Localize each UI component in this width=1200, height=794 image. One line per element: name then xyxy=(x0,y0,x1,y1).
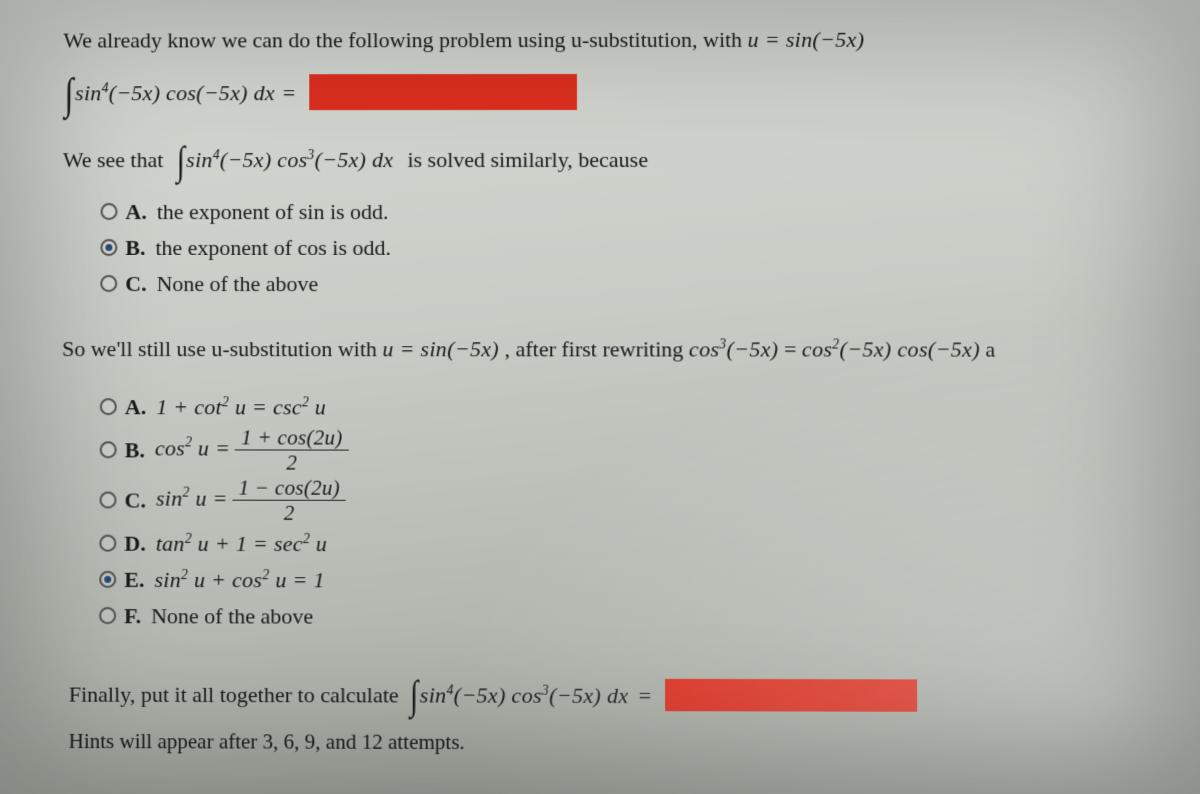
q2-a-letter: A. xyxy=(125,391,146,422)
equals-final: = xyxy=(639,679,652,711)
q2-b-num: 1 + cos(2u) xyxy=(238,427,346,450)
middle-lead: So we'll still use u-substitution with xyxy=(62,336,382,361)
q2-b-letter: B. xyxy=(125,434,145,465)
radio-icon[interactable] xyxy=(100,398,117,415)
intro-u-eq: u = sin(−5x) xyxy=(748,27,865,52)
answer-blank-2[interactable] xyxy=(665,679,917,712)
q2-d-letter: D. xyxy=(124,528,145,559)
final-integrand: sin4(−5x) cos3(−5x) dx xyxy=(420,679,629,711)
q1-a-text: the exponent of sin is odd. xyxy=(157,196,389,227)
see-that-integrand: sin4(−5x) cos3(−5x) dx xyxy=(186,145,393,176)
q2-c-letter: C. xyxy=(124,485,145,516)
q1-b-letter: B. xyxy=(125,232,145,263)
middle-u-eq: u = sin(−5x) xyxy=(382,336,499,361)
rewriting-line: So we'll still use u-substitution with u… xyxy=(62,333,1200,365)
radio-icon[interactable] xyxy=(100,442,117,459)
see-that-lead: We see that xyxy=(63,145,164,176)
integral-sign-icon: ∫ xyxy=(177,133,185,190)
q2-option-c[interactable]: C. sin2 u = 1 − cos(2u) 2 xyxy=(99,476,1200,526)
q1-option-b[interactable]: B. the exponent of cos is odd. xyxy=(100,231,1200,265)
radio-icon[interactable] xyxy=(100,239,117,256)
q2-e-math: sin2 u + cos2 u = 1 xyxy=(154,564,324,596)
intro-line: We already know we can do the following … xyxy=(63,23,1200,55)
q1-option-a[interactable]: A. the exponent of sin is odd. xyxy=(100,194,1200,228)
q1-c-text: None of the above xyxy=(156,268,318,299)
hints-line: Hints will appear after 3, 6, 9, and 12 … xyxy=(69,726,1200,759)
integral-1: ∫ sin4(−5x) cos(−5x) dx = xyxy=(63,61,1200,124)
q2-f-text: None of the above xyxy=(151,600,313,632)
q1-b-text: the exponent of cos is odd. xyxy=(155,232,391,263)
radio-icon[interactable] xyxy=(99,535,116,552)
q2-b-math: cos2 u = 1 + cos(2u) 2 xyxy=(155,426,348,474)
equals-1: = xyxy=(283,77,295,108)
q2-c-math: sin2 u = 1 − cos(2u) 2 xyxy=(156,477,345,525)
hints-text: Hints will appear after 3, 6, 9, and 12 … xyxy=(69,728,465,753)
middle-eq: = xyxy=(784,336,802,361)
q2-option-b[interactable]: B. cos2 u = 1 + cos(2u) 2 xyxy=(100,426,1200,476)
q2-options: A. 1 + cot2 u = csc2 u B. cos2 u = 1 + c… xyxy=(99,390,1200,635)
q2-option-e[interactable]: E. sin2 u + cos2 u = 1 xyxy=(99,563,1200,599)
q2-option-d[interactable]: D. tan2 u + 1 = sec2 u xyxy=(99,526,1200,562)
q2-a-math: 1 + cot2 u = csc2 u xyxy=(156,391,326,422)
radio-icon[interactable] xyxy=(99,492,116,509)
see-that-tail: is solved similarly, because xyxy=(407,144,648,175)
q2-b-den: 2 xyxy=(235,450,349,474)
q2-c-den: 2 xyxy=(232,500,346,524)
middle-mid: , after first rewriting xyxy=(504,336,688,361)
q1-a-letter: A. xyxy=(125,196,146,227)
integral-1-integrand: sin4(−5x) cos(−5x) dx xyxy=(75,77,275,108)
q2-e-letter: E. xyxy=(124,564,144,595)
see-that-line: We see that ∫ sin4(−5x) cos3(−5x) dx is … xyxy=(63,131,1200,188)
middle-lhs: cos3(−5x) xyxy=(689,336,779,361)
radio-icon[interactable] xyxy=(99,571,116,588)
intro-text: We already know we can do the following … xyxy=(63,27,747,53)
radio-icon[interactable] xyxy=(101,203,118,220)
integral-sign-icon: ∫ xyxy=(410,667,418,724)
q1-options: A. the exponent of sin is odd. B. the ex… xyxy=(100,194,1200,301)
radio-icon[interactable] xyxy=(99,607,116,624)
integral-sign-icon: ∫ xyxy=(65,64,74,126)
middle-tail: a xyxy=(985,336,995,361)
answer-blank-1[interactable] xyxy=(309,74,577,110)
q2-f-letter: F. xyxy=(124,600,141,631)
final-lead: Finally, put it all together to calculat… xyxy=(69,678,399,710)
q2-d-math: tan2 u + 1 = sec2 u xyxy=(156,528,328,560)
q2-option-a[interactable]: A. 1 + cot2 u = csc2 u xyxy=(100,390,1200,425)
radio-icon[interactable] xyxy=(100,275,117,292)
q1-option-c[interactable]: C. None of the above xyxy=(100,267,1200,301)
problem-page: We already know we can do the following … xyxy=(0,0,1200,759)
q2-c-num: 1 − cos(2u) xyxy=(235,477,343,500)
q1-c-letter: C. xyxy=(125,268,146,299)
middle-rhs: cos2(−5x) cos(−5x) xyxy=(802,336,980,361)
q2-option-f[interactable]: F. None of the above xyxy=(99,599,1200,635)
final-line: Finally, put it all together to calculat… xyxy=(69,665,1200,725)
